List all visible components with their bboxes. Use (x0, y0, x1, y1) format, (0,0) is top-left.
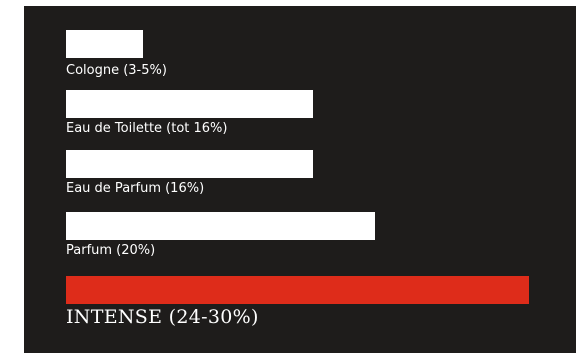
label-eau-de-parfum: Eau de Parfum (16%) (66, 181, 205, 196)
label-intense: INTENSE (24-30%) (66, 306, 259, 328)
bar-cologne (66, 30, 143, 58)
bar-parfum (66, 212, 375, 240)
label-eau-de-toilette: Eau de Toilette (tot 16%) (66, 121, 228, 136)
bar-intense (66, 276, 529, 304)
chart-panel: Cologne (3-5%) Eau de Toilette (tot 16%)… (24, 6, 576, 353)
bar-eau-de-toilette (66, 90, 313, 118)
label-cologne: Cologne (3-5%) (66, 63, 167, 78)
bar-eau-de-parfum (66, 150, 313, 178)
label-parfum: Parfum (20%) (66, 243, 156, 258)
